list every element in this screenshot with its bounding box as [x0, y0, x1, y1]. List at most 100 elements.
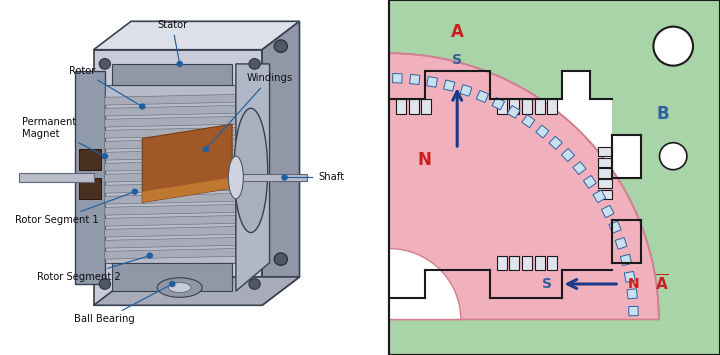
Polygon shape [593, 190, 606, 203]
Polygon shape [492, 97, 505, 110]
Polygon shape [460, 84, 472, 96]
Text: Rotor Segment 2: Rotor Segment 2 [37, 256, 147, 282]
Polygon shape [609, 221, 621, 233]
Bar [396, 99, 406, 114]
Ellipse shape [234, 108, 268, 233]
Polygon shape [536, 125, 549, 138]
Polygon shape [94, 277, 300, 305]
Ellipse shape [168, 283, 191, 293]
Ellipse shape [274, 40, 287, 52]
Bar [598, 190, 612, 199]
Text: S: S [542, 277, 552, 291]
Text: S: S [452, 53, 462, 67]
Bar [421, 99, 431, 114]
Bar [510, 99, 520, 114]
Text: Permanent
Magnet: Permanent Magnet [22, 117, 102, 155]
Polygon shape [105, 193, 236, 204]
Polygon shape [112, 64, 232, 85]
Circle shape [660, 143, 687, 170]
Ellipse shape [157, 278, 202, 297]
Polygon shape [236, 64, 269, 291]
Polygon shape [389, 0, 612, 99]
Circle shape [170, 282, 175, 286]
Polygon shape [105, 182, 236, 193]
Text: Shaft: Shaft [287, 173, 344, 182]
Bar [547, 99, 557, 114]
Bar [409, 99, 419, 114]
Polygon shape [105, 127, 236, 138]
Bar [497, 256, 507, 270]
Ellipse shape [274, 253, 287, 266]
Bar [534, 256, 545, 270]
Polygon shape [410, 75, 420, 84]
Ellipse shape [99, 59, 110, 69]
Polygon shape [105, 204, 236, 215]
Bar [598, 158, 612, 167]
Text: N: N [628, 277, 639, 291]
Polygon shape [549, 136, 562, 149]
Circle shape [654, 27, 693, 66]
Ellipse shape [249, 279, 260, 289]
Circle shape [102, 154, 107, 159]
Text: N: N [418, 151, 432, 169]
Bar [598, 179, 612, 188]
Polygon shape [19, 173, 94, 182]
Wedge shape [389, 248, 461, 320]
Polygon shape [508, 105, 520, 118]
Circle shape [147, 253, 153, 258]
Wedge shape [389, 53, 659, 320]
Polygon shape [78, 149, 101, 170]
Bar [547, 256, 557, 270]
Circle shape [132, 189, 138, 194]
Circle shape [203, 147, 209, 152]
Polygon shape [112, 263, 232, 291]
Bar [522, 256, 532, 270]
Circle shape [140, 104, 145, 109]
Polygon shape [389, 270, 612, 355]
Text: Rotor Segment 1: Rotor Segment 1 [15, 193, 132, 225]
Polygon shape [94, 21, 300, 50]
Polygon shape [624, 272, 635, 282]
Polygon shape [629, 306, 639, 316]
Polygon shape [262, 21, 300, 305]
Polygon shape [105, 116, 236, 127]
Text: Windings: Windings [208, 73, 292, 147]
Text: Stator: Stator [157, 20, 187, 61]
Bar [534, 99, 545, 114]
Text: $\mathbf{\overline{A}}$: $\mathbf{\overline{A}}$ [655, 274, 670, 294]
Polygon shape [94, 50, 262, 305]
Polygon shape [522, 115, 535, 127]
Bar [522, 99, 532, 114]
Polygon shape [236, 174, 307, 181]
Polygon shape [105, 160, 236, 171]
Polygon shape [615, 237, 627, 249]
Bar [598, 168, 612, 178]
Text: B: B [656, 105, 669, 122]
Polygon shape [612, 0, 720, 355]
Polygon shape [143, 178, 232, 202]
Polygon shape [105, 171, 236, 182]
Polygon shape [105, 85, 236, 263]
Circle shape [177, 61, 182, 66]
Ellipse shape [99, 279, 110, 289]
Bar [598, 147, 612, 156]
Polygon shape [105, 94, 236, 105]
Polygon shape [444, 80, 455, 91]
Polygon shape [476, 91, 488, 103]
Polygon shape [75, 71, 105, 284]
Polygon shape [601, 205, 614, 218]
Polygon shape [105, 105, 236, 116]
Polygon shape [143, 124, 232, 202]
Polygon shape [105, 248, 236, 259]
Polygon shape [105, 215, 236, 226]
Polygon shape [573, 162, 586, 175]
Bar [510, 256, 520, 270]
Polygon shape [105, 226, 236, 237]
Text: A: A [451, 23, 464, 41]
Polygon shape [105, 149, 236, 160]
Ellipse shape [228, 156, 243, 199]
Polygon shape [427, 77, 438, 87]
Polygon shape [627, 289, 637, 299]
Polygon shape [621, 254, 631, 266]
Circle shape [282, 175, 287, 180]
